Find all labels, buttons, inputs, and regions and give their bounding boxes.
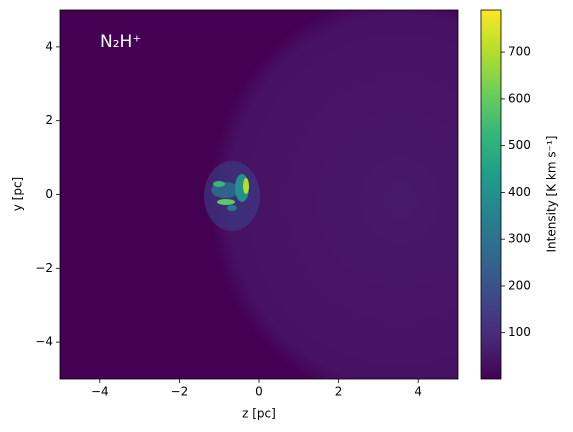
y-tick-label: −2 — [35, 261, 53, 275]
annotation: N₂H⁺ — [100, 32, 141, 52]
colorbar-tick-label: 600 — [508, 91, 531, 105]
colorbar-tick-label: 300 — [508, 232, 531, 246]
emission-core — [213, 181, 225, 187]
colorbar-tick-label: 100 — [508, 325, 531, 339]
x-tick-label: −2 — [171, 385, 189, 399]
y-tick-label: 0 — [45, 187, 53, 201]
emission-core — [227, 205, 237, 211]
y-tick-label: −4 — [35, 335, 53, 349]
colorbar-tick-label: 400 — [508, 185, 531, 199]
colorbar-tick-label: 500 — [508, 138, 531, 152]
emission-core — [243, 178, 249, 194]
emission-core — [217, 199, 235, 205]
y-axis-label: y [pc] — [11, 177, 25, 212]
colorbar-tick-label: 700 — [508, 45, 531, 59]
colorbar-label: Intensity [K km s⁻¹] — [545, 136, 559, 253]
x-tick-label: 0 — [255, 385, 263, 399]
x-tick-label: 2 — [335, 385, 343, 399]
emission-halo — [210, 10, 458, 379]
colorbar-tick-label: 200 — [508, 278, 531, 292]
x-tick-label: 4 — [414, 385, 422, 399]
image — [60, 10, 458, 379]
x-tick-label: −4 — [91, 385, 109, 399]
y-tick-label: 2 — [45, 113, 53, 127]
colorbar — [480, 9, 502, 380]
y-tick-label: 4 — [45, 39, 53, 53]
x-axis-label: z [pc] — [242, 407, 276, 421]
